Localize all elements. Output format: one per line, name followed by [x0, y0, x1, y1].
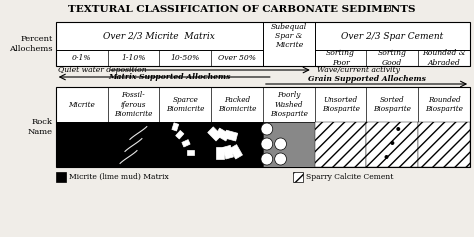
Text: Rounded &
Abraded: Rounded & Abraded	[422, 49, 466, 67]
Text: 10-50%: 10-50%	[171, 54, 200, 62]
Bar	[315, 122, 366, 167]
Circle shape	[396, 127, 400, 131]
Circle shape	[391, 141, 394, 145]
Bar	[366, 122, 418, 167]
Bar	[216, 128, 230, 141]
Circle shape	[384, 155, 389, 159]
Bar	[56, 122, 108, 167]
Text: Micrite (lime mud) Matrix: Micrite (lime mud) Matrix	[69, 173, 168, 181]
Text: Unsorted
Biosparite: Unsorted Biosparite	[322, 96, 360, 113]
Text: Grain Supported Allochems: Grain Supported Allochems	[308, 75, 426, 83]
Circle shape	[261, 138, 273, 150]
Bar	[187, 150, 194, 155]
Bar	[418, 122, 470, 167]
Text: Poorly
Washed
Biosparite: Poorly Washed Biosparite	[270, 91, 308, 118]
Bar	[208, 127, 221, 141]
Circle shape	[275, 153, 286, 165]
Text: Sorting
Good: Sorting Good	[378, 49, 407, 67]
Bar	[211, 122, 263, 167]
Bar	[224, 130, 237, 141]
Text: 1-10%: 1-10%	[121, 54, 146, 62]
Bar	[56, 22, 470, 66]
Circle shape	[261, 123, 273, 135]
Bar	[315, 122, 366, 167]
Bar	[108, 122, 159, 167]
Bar	[172, 123, 179, 131]
Bar	[56, 87, 470, 167]
Bar	[223, 145, 233, 159]
Bar	[56, 172, 65, 182]
Text: Quiet water deposition: Quiet water deposition	[58, 66, 146, 74]
Text: Over 50%: Over 50%	[218, 54, 256, 62]
Text: Micrite: Micrite	[68, 100, 95, 109]
Text: Rounded
Biosparite: Rounded Biosparite	[425, 96, 463, 113]
Bar	[176, 130, 184, 139]
Text: Rock
Name: Rock Name	[28, 118, 53, 136]
Circle shape	[275, 138, 286, 150]
Text: Subequal
Spar &
Micrite: Subequal Spar & Micrite	[271, 23, 307, 49]
Text: Fossil-
iferous
Biomicrite: Fossil- iferous Biomicrite	[114, 91, 153, 118]
Circle shape	[261, 153, 273, 165]
Text: Wave/current activity: Wave/current activity	[317, 66, 400, 74]
Text: 1: 1	[388, 5, 392, 13]
Text: Over 2/3 Spar Cement: Over 2/3 Spar Cement	[341, 32, 444, 41]
Bar	[418, 122, 470, 167]
Text: 0-1%: 0-1%	[72, 54, 91, 62]
Text: Percent
Allochems: Percent Allochems	[9, 35, 53, 53]
Text: TEXTURAL CLASSIFICATION OF CARBONATE SEDIMENTS: TEXTURAL CLASSIFICATION OF CARBONATE SED…	[68, 5, 415, 14]
Bar	[366, 122, 418, 167]
Text: Matrix Supported Allochems: Matrix Supported Allochems	[108, 73, 230, 81]
Text: Sparry Calcite Cement: Sparry Calcite Cement	[306, 173, 393, 181]
Bar	[216, 147, 224, 159]
Bar	[182, 140, 190, 147]
Bar	[293, 172, 303, 182]
Bar	[230, 145, 243, 159]
Text: Sparce
Biomicrite: Sparce Biomicrite	[166, 96, 204, 113]
Text: Sorted
Biosparite: Sorted Biosparite	[374, 96, 411, 113]
Bar	[159, 122, 211, 167]
Text: Sorting
Poor: Sorting Poor	[326, 49, 355, 67]
Text: Packed
Biomicrite: Packed Biomicrite	[218, 96, 256, 113]
Bar	[263, 122, 315, 167]
Text: Over 2/3 Micrite  Matrix: Over 2/3 Micrite Matrix	[103, 32, 215, 41]
